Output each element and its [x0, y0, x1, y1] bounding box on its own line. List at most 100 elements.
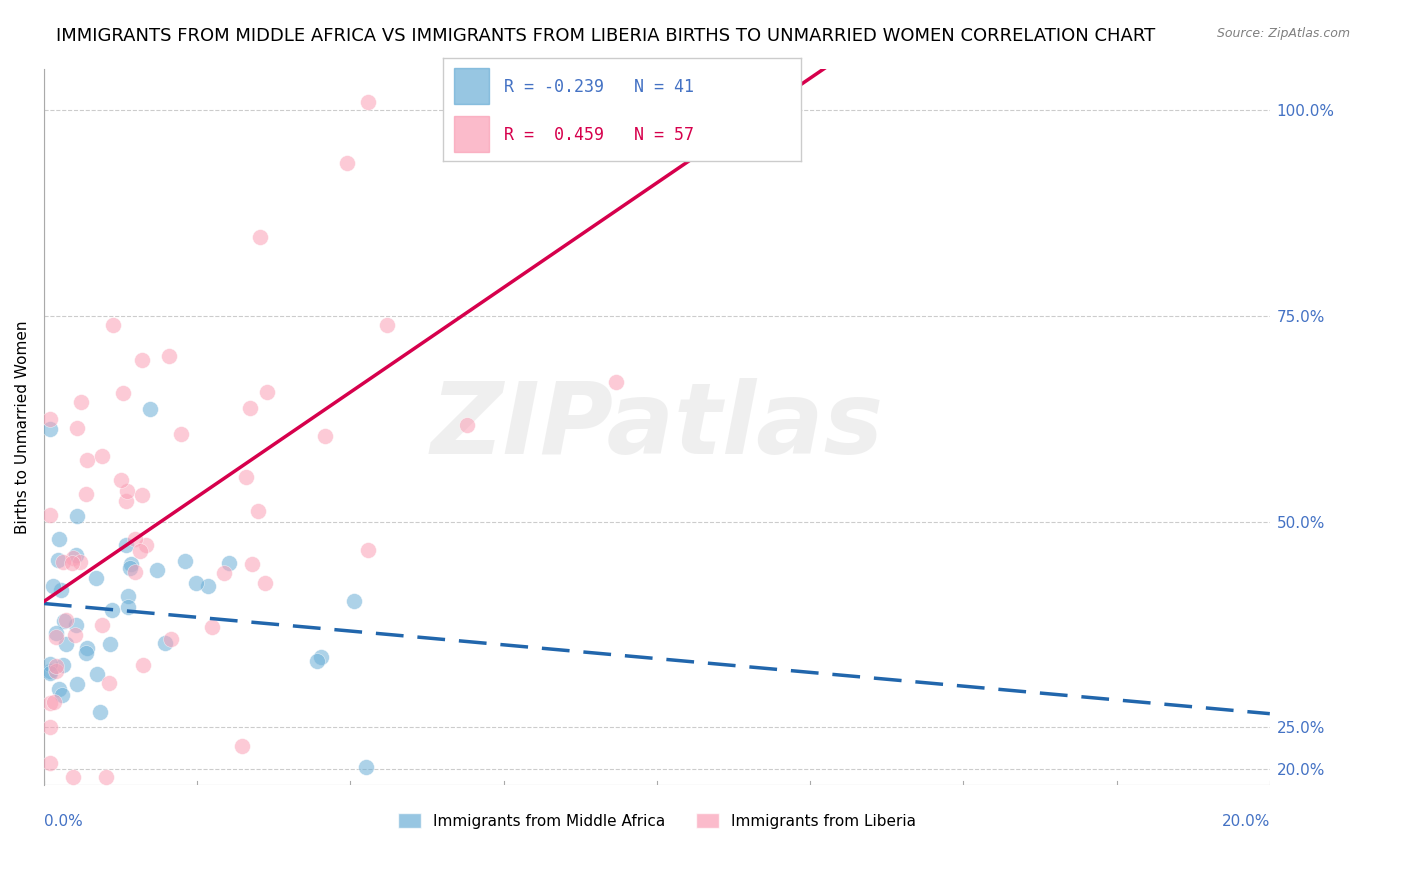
Point: [157, 349, 180, 363]
Point: [42, 578, 65, 592]
Y-axis label: Births to Unmarried Women: Births to Unmarried Women: [15, 320, 30, 533]
Bar: [454, 69, 489, 104]
Point: [76, 453, 98, 467]
Point: [235, 470, 257, 484]
Point: [55, 637, 77, 651]
Point: [66, 677, 89, 691]
Point: [86, 667, 108, 681]
Point: [117, 589, 139, 603]
Point: [39, 720, 62, 734]
Point: [197, 579, 219, 593]
Point: [135, 538, 157, 552]
Point: [184, 575, 207, 590]
Point: [132, 657, 155, 672]
Legend: Immigrants from Middle Africa, Immigrants from Liberia: Immigrants from Middle Africa, Immigrant…: [392, 806, 922, 835]
Point: [239, 401, 262, 415]
Point: [97, 675, 120, 690]
Point: [153, 635, 176, 649]
Point: [240, 557, 263, 571]
Point: [357, 95, 380, 109]
Text: IMMIGRANTS FROM MIDDLE AFRICA VS IMMIGRANTS FROM LIBERIA BIRTHS TO UNMARRIED WOM: IMMIGRANTS FROM MIDDLE AFRICA VS IMMIGRA…: [56, 27, 1156, 45]
Point: [45, 664, 67, 678]
Point: [76, 640, 98, 655]
Point: [39, 756, 62, 771]
Point: [91, 618, 114, 632]
Point: [479, 119, 502, 133]
Point: [124, 533, 146, 547]
Point: [456, 417, 478, 432]
Point: [218, 557, 240, 571]
Point: [110, 473, 132, 487]
Point: [75, 646, 97, 660]
Point: [212, 566, 235, 581]
Point: [55, 613, 77, 627]
Point: [39, 657, 62, 671]
Point: [124, 565, 146, 579]
Point: [75, 487, 97, 501]
Point: [39, 422, 62, 436]
Point: [231, 739, 253, 754]
Text: R = -0.239   N = 41: R = -0.239 N = 41: [503, 78, 693, 95]
Point: [112, 386, 135, 401]
Point: [174, 554, 197, 568]
Point: [120, 558, 142, 572]
Point: [357, 543, 380, 558]
Bar: [454, 117, 489, 153]
Point: [115, 494, 138, 508]
Point: [309, 650, 332, 665]
Point: [117, 600, 139, 615]
Point: [118, 561, 141, 575]
Point: [307, 654, 329, 668]
Point: [343, 593, 366, 607]
Point: [354, 759, 377, 773]
Point: [89, 706, 111, 720]
Text: ZIPatlas: ZIPatlas: [430, 378, 883, 475]
Point: [253, 576, 276, 591]
Point: [70, 394, 93, 409]
Point: [201, 620, 224, 634]
Point: [128, 544, 150, 558]
Point: [52, 555, 75, 569]
Point: [39, 696, 62, 710]
Point: [146, 563, 169, 577]
Text: Source: ZipAtlas.com: Source: ZipAtlas.com: [1216, 27, 1350, 40]
Point: [314, 429, 336, 443]
Point: [51, 688, 73, 702]
Point: [246, 504, 269, 518]
Point: [84, 571, 107, 585]
Point: [39, 666, 62, 681]
Point: [65, 548, 87, 562]
Point: [66, 421, 89, 435]
Point: [91, 449, 114, 463]
Point: [66, 508, 89, 523]
Point: [117, 483, 139, 498]
Point: [94, 770, 117, 784]
Point: [39, 508, 62, 522]
Point: [605, 375, 627, 389]
Point: [45, 626, 67, 640]
Point: [39, 412, 62, 426]
Point: [159, 632, 181, 647]
Point: [169, 426, 191, 441]
Point: [39, 664, 62, 678]
Point: [49, 582, 72, 597]
Point: [103, 318, 125, 332]
Point: [69, 555, 91, 569]
Point: [42, 695, 65, 709]
Point: [60, 556, 83, 570]
Point: [131, 488, 153, 502]
Point: [45, 630, 67, 644]
Point: [53, 614, 76, 628]
Point: [46, 553, 69, 567]
Text: 20.0%: 20.0%: [1222, 814, 1270, 829]
Point: [256, 385, 278, 400]
Point: [139, 402, 162, 417]
Point: [51, 658, 73, 673]
Text: R =  0.459   N = 57: R = 0.459 N = 57: [503, 126, 693, 144]
Point: [336, 156, 359, 170]
Text: 0.0%: 0.0%: [44, 814, 83, 829]
Point: [249, 230, 271, 244]
Point: [131, 353, 153, 368]
Point: [62, 551, 84, 566]
Point: [115, 538, 138, 552]
